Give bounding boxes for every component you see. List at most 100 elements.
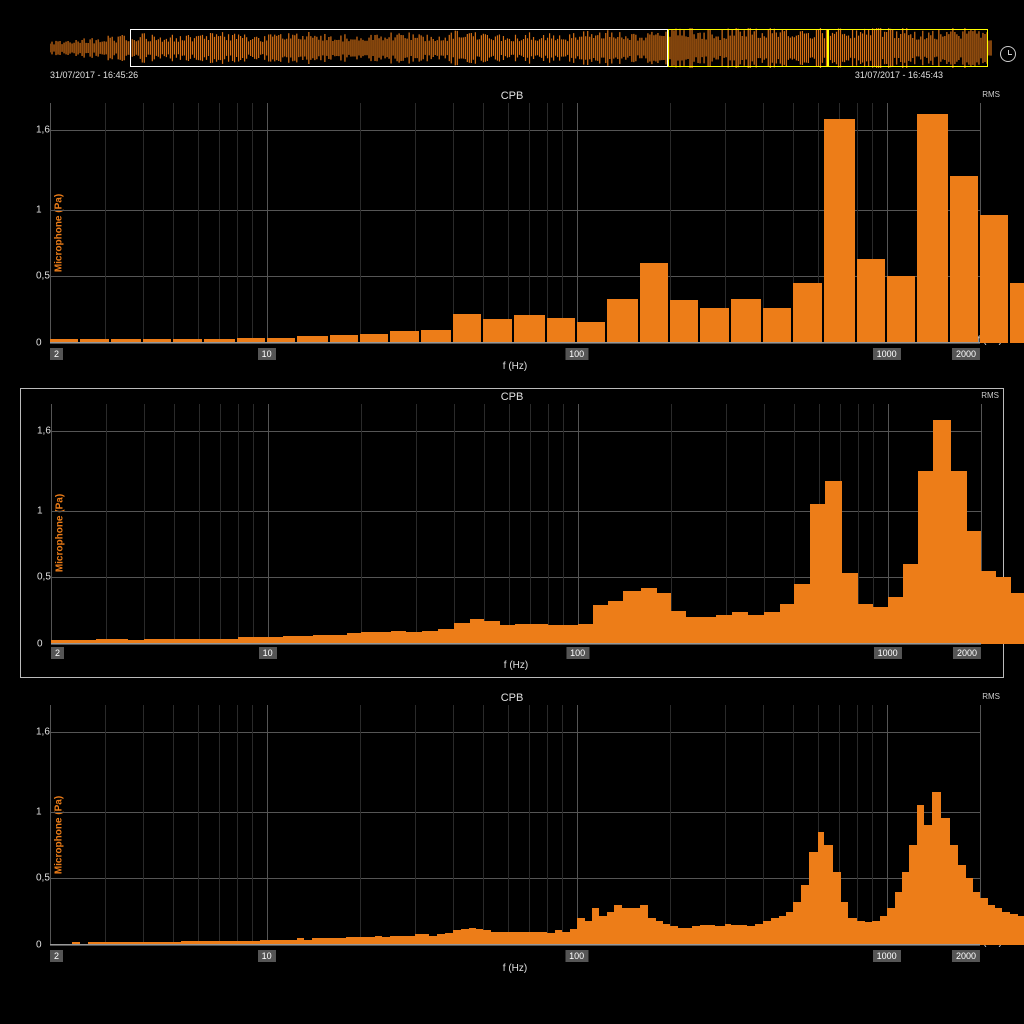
spectrum-bar — [570, 929, 577, 945]
xtick-label: 1000 — [874, 647, 902, 659]
cpb-chart-panel[interactable]: CPB RMS Microphone (Pa) f (Hz) f (Hz) 00… — [20, 690, 1004, 980]
chart-title: CPB — [20, 692, 1004, 704]
chart-xlabel: f (Hz) — [51, 660, 981, 671]
spectrum-bar — [563, 625, 577, 644]
xtick-label: 100 — [565, 950, 588, 962]
plot-area — [50, 705, 980, 945]
spectrum-bar — [499, 932, 508, 945]
spectrum-bar — [700, 308, 729, 343]
spectrum-bar — [515, 624, 531, 644]
xtick-label: 10 — [259, 647, 277, 659]
spectrum-bar — [731, 299, 761, 343]
spectrum-bar — [950, 845, 958, 945]
timeline-selection[interactable] — [828, 29, 988, 67]
spectrum-bar — [725, 924, 732, 945]
spectrum-bar — [547, 318, 575, 343]
spectrum-bar — [585, 921, 592, 945]
spectrum-bar — [686, 617, 701, 644]
spectrum-bar — [887, 908, 895, 945]
spectrum-bar — [491, 932, 498, 945]
spectrum-bar — [631, 908, 640, 945]
spectrum-bar — [917, 114, 948, 343]
chart-rms-label: RMS — [981, 391, 999, 400]
spectrum-bar — [532, 624, 548, 644]
spectrum-bar — [548, 625, 564, 644]
spectrum-bar — [670, 300, 698, 343]
spectrum-bar — [918, 471, 933, 644]
clock-icon[interactable] — [1000, 46, 1016, 62]
spectrum-bar — [648, 918, 656, 945]
xtick-label: 2000 — [952, 348, 980, 360]
spectrum-bar — [685, 928, 692, 945]
spectrum-bar — [1018, 916, 1024, 945]
spectrum-bar — [996, 577, 1011, 644]
spectrum-bar — [514, 315, 544, 343]
spectrum-bar — [967, 531, 981, 644]
spectrum-bar — [793, 283, 822, 343]
timeline-start-label: 31/07/2017 - 16:45:26 — [50, 70, 138, 80]
spectrum-bar — [1010, 914, 1018, 945]
xtick-label: 2000 — [952, 950, 980, 962]
xtick-label: 2 — [50, 348, 63, 360]
timeline-overview[interactable]: 31/07/2017 - 16:45:26 31/07/2017 - 16:45… — [50, 28, 993, 76]
spectrum-bar — [454, 623, 470, 644]
spectrum-bar — [593, 605, 608, 644]
spectrum-bar — [657, 593, 671, 644]
spectrum-bar — [887, 276, 915, 343]
spectrum-bar — [531, 932, 538, 945]
xtick-label: 1000 — [873, 348, 901, 360]
spectrum-bar — [747, 926, 754, 945]
spectrum-bar — [578, 624, 593, 644]
spectrum-bar — [933, 420, 951, 644]
xtick-label: 1000 — [873, 950, 901, 962]
spectrum-bar — [678, 928, 685, 945]
spectrum-bar — [500, 625, 516, 644]
spectrum-bar — [748, 615, 764, 644]
spectrum-bar — [592, 908, 599, 945]
chart-title: CPB — [20, 90, 1004, 102]
spectrum-bar — [917, 805, 924, 945]
spectrum-bar — [453, 930, 461, 945]
spectrum-bar — [809, 852, 818, 945]
spectrum-bar — [902, 872, 909, 945]
xtick-label: 100 — [566, 647, 589, 659]
spectrum-bar — [484, 621, 499, 644]
spectrum-bar — [924, 825, 932, 945]
cpb-chart-panel[interactable]: CPB RMS Microphone (Pa) f (Hz) f (Hz) 00… — [20, 388, 1004, 678]
spectrum-bar — [858, 604, 874, 644]
spectrum-bar — [980, 898, 988, 945]
spectrum-bar — [599, 916, 607, 945]
spectrum-bar — [1011, 593, 1024, 644]
chart-rms-label: RMS — [982, 692, 1000, 701]
spectrum-bar — [461, 929, 469, 945]
spectrum-bar — [607, 912, 614, 945]
cpb-chart-panel[interactable]: CPB RMS Microphone (Pa) f (Hz) f (Hz) 00… — [20, 88, 1004, 378]
spectrum-bar — [700, 925, 708, 945]
chart-xlabel: f (Hz) — [50, 361, 980, 372]
spectrum-bar — [476, 929, 483, 945]
timeline-selection[interactable] — [668, 29, 828, 67]
spectrum-bar — [692, 926, 700, 945]
ytick-label: 1,6 — [36, 726, 50, 737]
spectrum-bar — [577, 918, 585, 945]
spectrum-bar — [663, 924, 670, 945]
spectrum-bar — [794, 584, 809, 644]
spectrum-bar — [483, 930, 491, 945]
spectrum-bar — [715, 926, 724, 945]
spectrum-bar — [1010, 283, 1024, 343]
spectrum-bar — [833, 872, 841, 945]
ytick-label: 0 — [36, 940, 42, 951]
timeline-selection[interactable] — [130, 29, 668, 67]
spectrum-bar — [755, 924, 764, 945]
ytick-label: 0,5 — [36, 271, 50, 282]
spectrum-bar — [857, 259, 885, 343]
spectrum-bar — [1002, 912, 1010, 945]
chart-xlabel: f (Hz) — [50, 963, 980, 974]
ytick-label: 0 — [37, 639, 43, 650]
xtick-label: 10 — [258, 950, 276, 962]
spectrum-bar — [909, 845, 917, 945]
timeline-end-label: 31/07/2017 - 16:45:43 — [855, 70, 943, 80]
xtick-label: 10 — [258, 348, 276, 360]
spectrum-bar — [779, 916, 786, 945]
spectrum-bar — [824, 119, 854, 343]
